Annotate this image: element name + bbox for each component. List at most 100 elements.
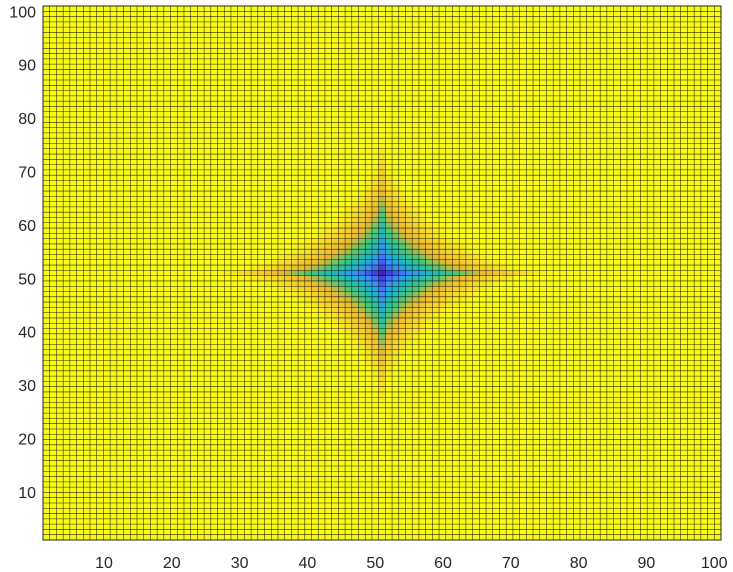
heatmap-cell (170, 386, 178, 393)
heatmap-cell (197, 508, 205, 514)
heatmap-cell (653, 487, 661, 493)
heatmap-cell (506, 386, 514, 393)
heatmap-cell (479, 307, 487, 314)
heatmap-cell (110, 344, 118, 351)
heatmap-cell (338, 481, 346, 488)
heatmap-cell (204, 349, 212, 356)
heatmap-cell (83, 492, 91, 499)
heatmap-cell (647, 386, 655, 393)
heatmap-cell (432, 460, 440, 467)
heatmap-cell (163, 365, 171, 372)
heatmap-cell (694, 529, 702, 536)
heatmap-cell (593, 529, 601, 536)
heatmap-cell (533, 487, 541, 493)
heatmap-cell (479, 423, 487, 430)
heatmap-cell (653, 460, 661, 467)
heatmap-cell (580, 323, 588, 329)
heatmap-cell (123, 286, 131, 292)
heatmap-cell (492, 481, 500, 488)
heatmap-cell (620, 428, 628, 435)
heatmap-cell (116, 339, 124, 345)
heatmap-cell (43, 439, 51, 446)
heatmap-cell (304, 328, 312, 335)
heatmap-cell (700, 312, 708, 319)
heatmap-cell (230, 476, 239, 483)
heatmap-cell (506, 302, 514, 308)
heatmap-cell (694, 534, 702, 541)
heatmap-cell (76, 444, 84, 451)
heatmap-cell (277, 450, 286, 456)
heatmap-cell (418, 386, 426, 393)
heatmap-cell (358, 413, 366, 419)
heatmap-cell (371, 518, 379, 525)
heatmap-cell (89, 344, 98, 351)
heatmap-cell (298, 323, 306, 329)
heatmap-cell (586, 450, 594, 456)
heatmap-cell (653, 450, 661, 456)
heatmap-cell (76, 286, 84, 292)
heatmap-cell (452, 328, 460, 335)
heatmap-cell (89, 402, 98, 409)
heatmap-cell (519, 323, 527, 329)
heatmap-cell (553, 476, 561, 483)
heatmap-cell (526, 349, 534, 356)
heatmap-cell (539, 418, 547, 425)
heatmap-cell (633, 513, 641, 520)
heatmap-cell (143, 497, 151, 504)
heatmap-cell (96, 397, 104, 403)
heatmap-cell (700, 534, 708, 541)
heatmap-cell (89, 481, 98, 488)
heatmap-cell (264, 487, 272, 493)
heatmap-cell (230, 333, 239, 340)
heatmap-cell (358, 381, 366, 388)
heatmap-cell (660, 497, 668, 504)
heatmap-cell (405, 508, 413, 514)
heatmap-cell (338, 339, 346, 345)
heatmap-cell (244, 339, 252, 345)
heatmap-cell (486, 450, 494, 456)
heatmap-cell (311, 513, 319, 520)
heatmap-cell (425, 529, 433, 536)
heatmap-cell (439, 349, 447, 356)
heatmap-cell (49, 497, 57, 504)
heatmap-cell (459, 291, 467, 298)
heatmap-cell (418, 423, 426, 430)
heatmap-cell (633, 370, 641, 377)
heatmap-cell (486, 354, 494, 361)
heatmap-cell (217, 428, 225, 435)
heatmap-cell (224, 513, 232, 520)
heatmap-cell (130, 317, 138, 324)
heatmap-cell (358, 402, 366, 409)
heatmap-cell (392, 444, 400, 451)
heatmap-cell (653, 497, 661, 504)
heatmap-cell (277, 275, 286, 282)
heatmap-cell (412, 481, 420, 488)
heatmap-cell (204, 502, 212, 509)
heatmap-cell (197, 302, 205, 308)
heatmap-cell (378, 280, 386, 287)
heatmap-cell (190, 407, 198, 414)
heatmap-cell (43, 460, 51, 467)
heatmap-cell (136, 333, 145, 340)
heatmap-cell (136, 344, 145, 351)
heatmap-cell (237, 413, 245, 419)
heatmap-cell (89, 296, 98, 303)
heatmap-cell (177, 296, 185, 303)
heatmap-cell (324, 391, 332, 398)
heatmap-cell (210, 465, 218, 472)
heatmap-cell (318, 407, 326, 414)
heatmap-cell (271, 312, 279, 319)
heatmap-cell (492, 286, 500, 292)
heatmap-cell (539, 365, 547, 372)
heatmap-cell (465, 534, 473, 541)
heatmap-cell (459, 524, 467, 530)
heatmap-cell (304, 354, 312, 361)
heatmap-cell (506, 492, 514, 499)
heatmap-cell (499, 534, 507, 541)
heatmap-cell (405, 370, 413, 377)
heatmap-cell (452, 413, 460, 419)
heatmap-cell (439, 391, 447, 398)
heatmap-cell (586, 291, 594, 298)
heatmap-cell (707, 291, 715, 298)
heatmap-cell (687, 439, 695, 446)
